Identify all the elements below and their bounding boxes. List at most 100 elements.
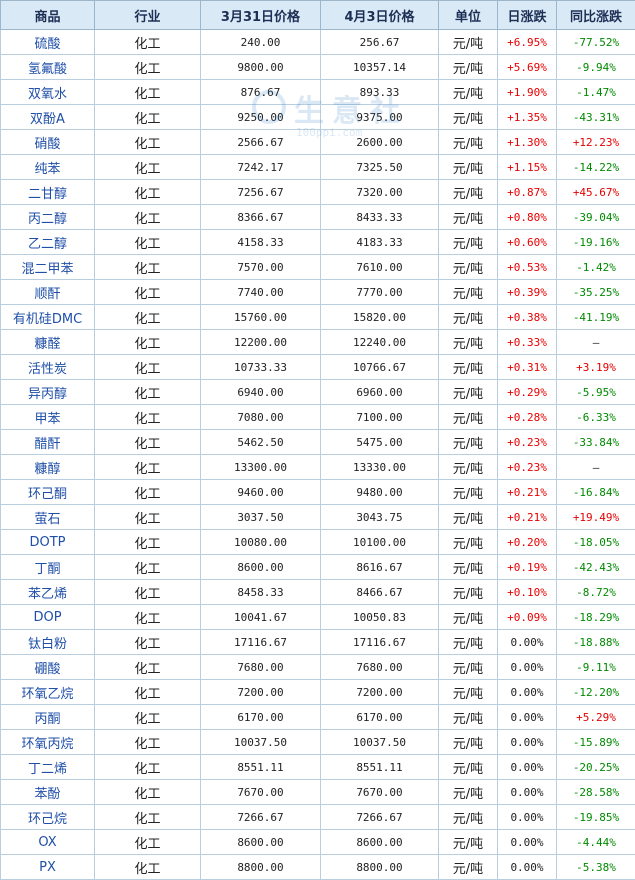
unit-cell: 元/吨 [439, 430, 498, 455]
yoy-change-cell: +3.19% [557, 355, 635, 380]
daily-change-cell: 0.00% [498, 730, 557, 755]
industry-cell: 化工 [95, 755, 201, 780]
price-mar31-cell: 5462.50 [201, 430, 321, 455]
price-mar31-cell: 10733.33 [201, 355, 321, 380]
price-apr3-cell: 7610.00 [321, 255, 439, 280]
header-yoy-change[interactable]: 同比涨跌 [557, 1, 635, 30]
price-apr3-cell: 10357.14 [321, 55, 439, 80]
commodity-name-link[interactable]: OX [1, 830, 95, 855]
unit-cell: 元/吨 [439, 105, 498, 130]
commodity-name-link[interactable]: 异丙醇 [1, 380, 95, 405]
commodity-name-link[interactable]: 双氧水 [1, 80, 95, 105]
header-industry[interactable]: 行业 [95, 1, 201, 30]
commodity-name-link[interactable]: 环氧丙烷 [1, 730, 95, 755]
industry-cell: 化工 [95, 605, 201, 630]
commodity-name-link[interactable]: 环己烷 [1, 805, 95, 830]
price-apr3-cell: 2600.00 [321, 130, 439, 155]
commodity-name-link[interactable]: 丙二醇 [1, 205, 95, 230]
header-commodity[interactable]: 商品 [1, 1, 95, 30]
price-apr3-cell: 7325.50 [321, 155, 439, 180]
commodity-name-link[interactable]: 硫酸 [1, 30, 95, 55]
yoy-change-cell: +12.23% [557, 130, 635, 155]
commodity-name-link[interactable]: 氢氟酸 [1, 55, 95, 80]
commodity-name-link[interactable]: 萤石 [1, 505, 95, 530]
price-mar31-cell: 15760.00 [201, 305, 321, 330]
industry-cell: 化工 [95, 380, 201, 405]
commodity-name-link[interactable]: 双酚A [1, 105, 95, 130]
unit-cell: 元/吨 [439, 580, 498, 605]
yoy-change-cell: -5.95% [557, 380, 635, 405]
commodity-name-link[interactable]: 乙二醇 [1, 230, 95, 255]
yoy-change-cell: -1.42% [557, 255, 635, 280]
commodity-name-link[interactable]: 丙酮 [1, 705, 95, 730]
header-daily-change[interactable]: 日涨跌 [498, 1, 557, 30]
daily-change-cell: +0.21% [498, 505, 557, 530]
unit-cell: 元/吨 [439, 280, 498, 305]
price-apr3-cell: 7100.00 [321, 405, 439, 430]
price-apr3-cell: 7200.00 [321, 680, 439, 705]
yoy-change-cell: -1.47% [557, 80, 635, 105]
daily-change-cell: 0.00% [498, 655, 557, 680]
commodity-name-link[interactable]: 活性炭 [1, 355, 95, 380]
industry-cell: 化工 [95, 405, 201, 430]
commodity-name-link[interactable]: 环氧乙烷 [1, 680, 95, 705]
header-row: 商品 行业 3月31日价格 4月3日价格 单位 日涨跌 同比涨跌 [1, 1, 635, 30]
price-mar31-cell: 13300.00 [201, 455, 321, 480]
price-apr3-cell: 8466.67 [321, 580, 439, 605]
commodity-name-link[interactable]: DOP [1, 605, 95, 630]
commodity-name-link[interactable]: 丁酮 [1, 555, 95, 580]
daily-change-cell: 0.00% [498, 830, 557, 855]
commodity-name-link[interactable]: 环己酮 [1, 480, 95, 505]
header-price-apr3[interactable]: 4月3日价格 [321, 1, 439, 30]
price-mar31-cell: 8800.00 [201, 855, 321, 880]
industry-cell: 化工 [95, 505, 201, 530]
unit-cell: 元/吨 [439, 480, 498, 505]
commodity-name-link[interactable]: 混二甲苯 [1, 255, 95, 280]
price-apr3-cell: 10050.83 [321, 605, 439, 630]
commodity-name-link[interactable]: 二甘醇 [1, 180, 95, 205]
commodity-name-link[interactable]: 丁二烯 [1, 755, 95, 780]
unit-cell: 元/吨 [439, 780, 498, 805]
price-mar31-cell: 3037.50 [201, 505, 321, 530]
commodity-name-link[interactable]: PX [1, 855, 95, 880]
commodity-name-link[interactable]: 纯苯 [1, 155, 95, 180]
commodity-name-link[interactable]: 甲苯 [1, 405, 95, 430]
unit-cell: 元/吨 [439, 630, 498, 655]
commodity-name-link[interactable]: DOTP [1, 530, 95, 555]
price-apr3-cell: 5475.00 [321, 430, 439, 455]
industry-cell: 化工 [95, 155, 201, 180]
commodity-name-link[interactable]: 硝酸 [1, 130, 95, 155]
commodity-name-link[interactable]: 醋酐 [1, 430, 95, 455]
price-apr3-cell: 7670.00 [321, 780, 439, 805]
commodity-name-link[interactable]: 硼酸 [1, 655, 95, 680]
yoy-change-cell: -18.05% [557, 530, 635, 555]
industry-cell: 化工 [95, 280, 201, 305]
yoy-change-cell: -9.11% [557, 655, 635, 680]
commodity-name-link[interactable]: 糠醛 [1, 330, 95, 355]
header-price-mar31[interactable]: 3月31日价格 [201, 1, 321, 30]
daily-change-cell: +0.31% [498, 355, 557, 380]
commodity-name-link[interactable]: 糠醇 [1, 455, 95, 480]
industry-cell: 化工 [95, 780, 201, 805]
commodity-name-link[interactable]: 钛白粉 [1, 630, 95, 655]
industry-cell: 化工 [95, 55, 201, 80]
price-mar31-cell: 7200.00 [201, 680, 321, 705]
unit-cell: 元/吨 [439, 55, 498, 80]
commodity-name-link[interactable]: 苯酚 [1, 780, 95, 805]
commodity-name-link[interactable]: 有机硅DMC [1, 305, 95, 330]
daily-change-cell: +0.09% [498, 605, 557, 630]
header-unit[interactable]: 单位 [439, 1, 498, 30]
price-apr3-cell: 8800.00 [321, 855, 439, 880]
commodity-name-link[interactable]: 苯乙烯 [1, 580, 95, 605]
commodity-name-link[interactable]: 顺酐 [1, 280, 95, 305]
